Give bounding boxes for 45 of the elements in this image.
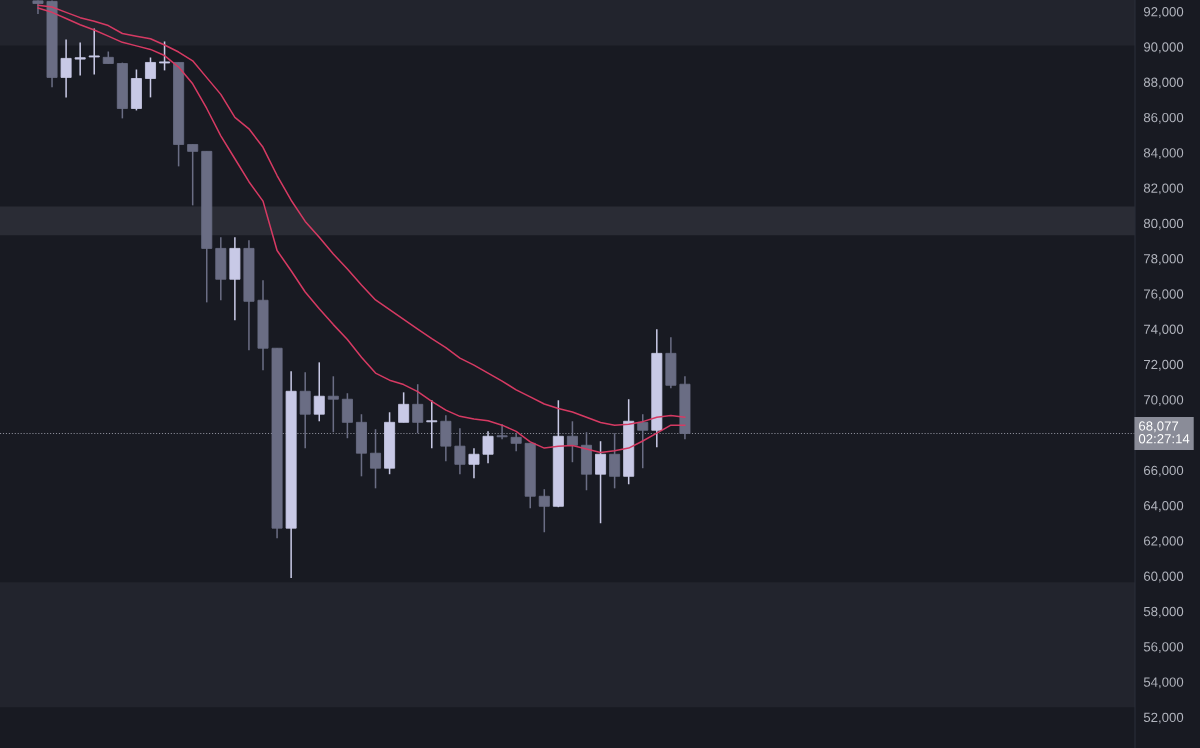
candlestick <box>566 420 578 463</box>
ref-line-label: 68,077 <box>1139 421 1179 433</box>
y-tick-label: 80,000 <box>1143 218 1184 230</box>
candlestick <box>426 399 438 450</box>
candlestick <box>74 41 86 77</box>
y-tick-label: 76,000 <box>1144 289 1184 301</box>
candlestick <box>398 391 410 424</box>
y-tick-label: 58,000 <box>1143 606 1184 618</box>
text: 02:27:14 <box>1138 434 1190 444</box>
candlestick <box>159 40 171 72</box>
candlestick <box>341 392 353 439</box>
y-tick-label: 74,000 <box>1144 324 1184 336</box>
y-tick-label: 90,000 <box>1143 42 1184 54</box>
candlestick <box>637 413 649 469</box>
y-tick-label: 66,000 <box>1144 465 1184 477</box>
y-tick-label: 70,000 <box>1144 395 1184 407</box>
candlestick <box>609 432 621 490</box>
y-tick-label: 78,000 <box>1144 254 1184 265</box>
candlestick <box>482 430 494 465</box>
candlestick <box>327 375 339 433</box>
candlestick <box>145 56 156 99</box>
candlestick <box>538 488 550 534</box>
candlestick <box>468 447 480 480</box>
y-tick-label: 84,000 <box>1143 148 1184 160</box>
candlestick <box>595 440 607 525</box>
y-tick-label: 62,000 <box>1144 536 1184 548</box>
candlestick <box>313 361 325 423</box>
y-tick-label: 56,000 <box>1143 642 1184 654</box>
y-tick-label: 82,000 <box>1143 183 1184 195</box>
y-tick-label: 92,000 <box>1143 7 1184 18</box>
y-tick-label: 88,000 <box>1143 77 1184 89</box>
y-tick-label: 86,000 <box>1143 112 1184 124</box>
candlestick <box>454 427 466 475</box>
y-tick-label: 54,000 <box>1143 677 1184 689</box>
y-tick-label: 64,000 <box>1144 501 1184 512</box>
candlestick <box>412 383 424 435</box>
candlestick <box>187 143 199 207</box>
y-tick-label: 72,000 <box>1144 359 1184 371</box>
candlestick <box>370 428 381 490</box>
candlestick <box>299 371 311 450</box>
candlestick <box>496 423 508 441</box>
candlestick <box>60 38 72 99</box>
y-tick-label: 52,000 <box>1143 712 1184 724</box>
candlestick <box>88 27 100 76</box>
y-tick-label: 60,000 <box>1144 571 1184 583</box>
